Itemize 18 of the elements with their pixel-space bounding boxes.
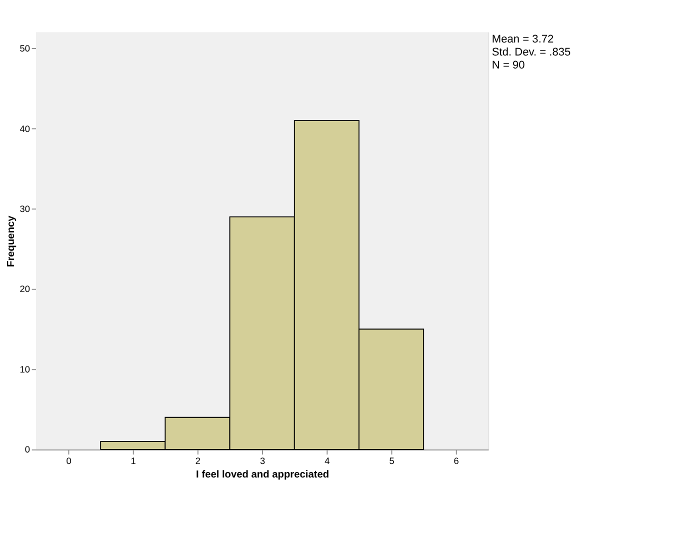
y-tick-label: 0 [24, 444, 30, 455]
x-tick-label: 0 [66, 456, 72, 466]
text: N = 90 [492, 59, 525, 72]
y-axis-title: Frequency [6, 215, 18, 267]
y-tick-label: 50 [20, 44, 30, 54]
y-tick-label: 40 [20, 124, 30, 134]
x-tick-label: 4 [324, 456, 330, 466]
x-axis-title: I feel loved and appreciated [196, 470, 330, 481]
x-tick-label: 6 [454, 456, 459, 466]
x-tick-label: 1 [130, 456, 136, 466]
text: Std. Dev. = .835 [492, 46, 571, 58]
y-tick-label: 10 [20, 364, 30, 374]
x-tick-label: 3 [260, 456, 266, 466]
x-tick-label: 2 [195, 456, 201, 466]
text: Mean = 3.72 [492, 33, 554, 46]
y-tick-label: 30 [20, 204, 30, 214]
x-tick-label: 5 [389, 456, 394, 466]
y-tick-label: 20 [20, 284, 30, 294]
